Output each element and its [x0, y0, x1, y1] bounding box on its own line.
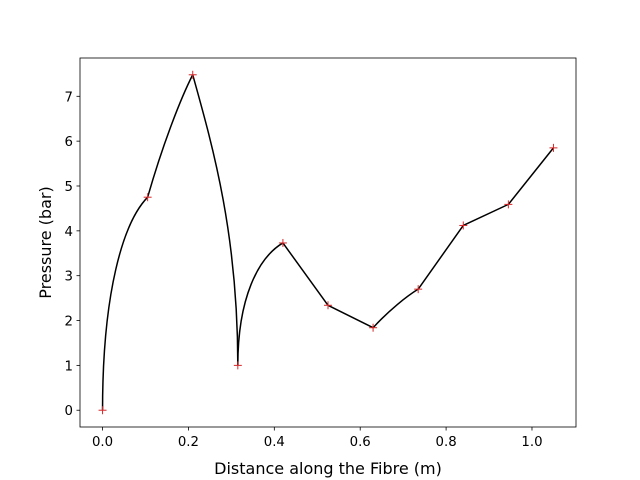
- data-point-marker: [369, 323, 378, 332]
- data-point-marker: [549, 143, 558, 152]
- y-tick-label: 7: [65, 90, 73, 105]
- data-point-marker: [504, 200, 513, 209]
- x-tick-label: 0.8: [436, 435, 457, 450]
- plot-frame: [79, 57, 577, 428]
- marker-layer: [98, 70, 558, 415]
- data-point-marker: [188, 70, 197, 79]
- y-axis-label: Pressure (bar): [36, 186, 55, 298]
- curve-segment: [282, 242, 329, 306]
- data-point-marker: [324, 301, 332, 310]
- curve-segment: [192, 74, 239, 366]
- curve-segment: [462, 203, 509, 227]
- curve-segment: [372, 288, 419, 329]
- x-axis-label: Distance along the Fibre (m): [214, 459, 442, 478]
- data-point-marker: [98, 406, 107, 415]
- curve-segment: [146, 74, 194, 198]
- data-point-marker: [459, 221, 468, 230]
- x-tick-label: 0.2: [178, 435, 199, 450]
- y-tick-label: 0: [65, 404, 73, 419]
- x-tick-label: 0.6: [350, 435, 371, 450]
- data-point-marker: [143, 193, 152, 202]
- y-tick-label: 1: [65, 359, 73, 374]
- curve-segment: [327, 304, 374, 329]
- data-point-marker: [233, 361, 242, 370]
- y-tick-label: 4: [65, 225, 73, 240]
- x-tick-label: 1.0: [521, 435, 542, 450]
- x-axis-ticks: 0.0 0.2 0.4 0.6 0.8 1.0: [92, 427, 543, 450]
- x-tick-label: 0.4: [264, 435, 285, 450]
- curve-segment: [101, 196, 149, 411]
- y-tick-label: 6: [65, 135, 73, 150]
- x-tick-label: 0.0: [92, 435, 113, 450]
- y-tick-label: 3: [65, 270, 73, 285]
- y-tick-label: 5: [65, 180, 73, 195]
- curve-segment: [237, 242, 284, 366]
- y-axis-ticks: 0 1 2 3 4 5 6 7: [65, 90, 80, 419]
- curve-segment: [417, 225, 464, 290]
- y-tick-label: 2: [65, 315, 73, 330]
- curve-segment: [507, 147, 555, 205]
- data-point-marker: [278, 238, 287, 247]
- data-point-marker: [414, 285, 423, 294]
- curve-layer: [101, 74, 555, 411]
